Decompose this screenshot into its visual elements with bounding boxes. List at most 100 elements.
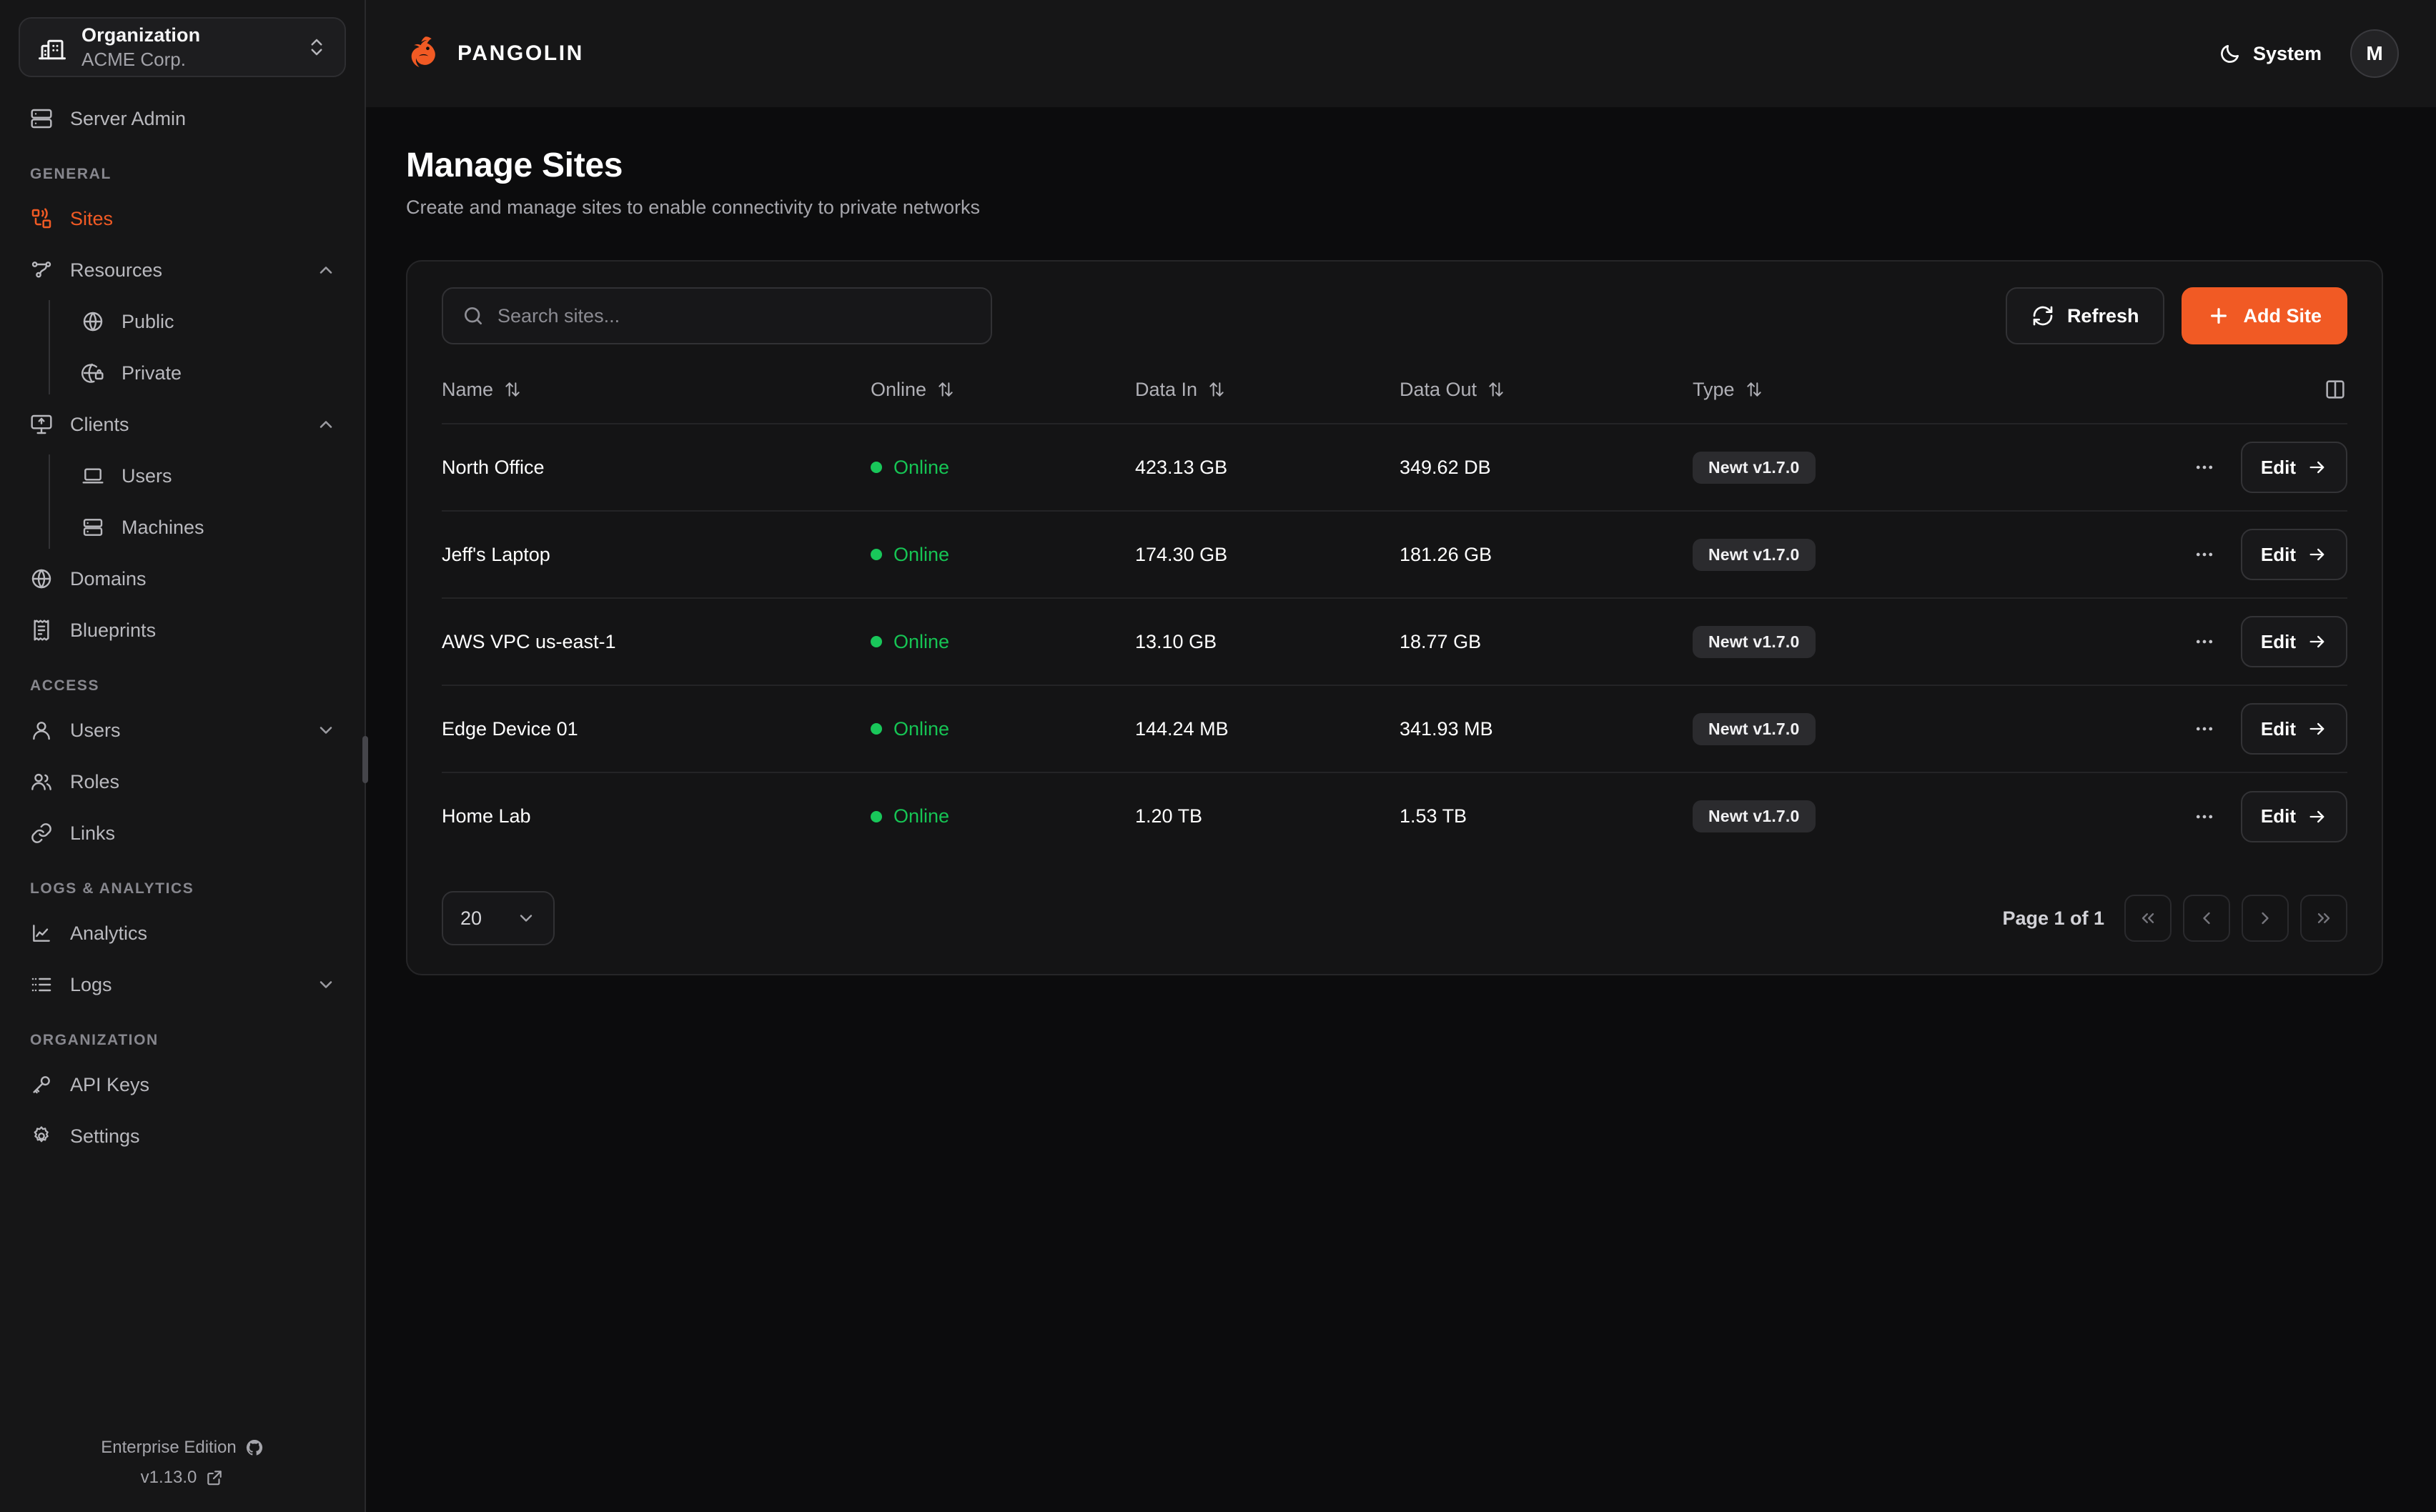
edit-label: Edit — [2260, 630, 2296, 652]
table-row[interactable]: Home Lab Online 1.20 TB 1.53 TB Newt v1.… — [442, 772, 2347, 860]
edition-line[interactable]: Enterprise Edition — [101, 1438, 263, 1458]
receipt-icon — [30, 619, 53, 642]
search-input[interactable] — [497, 304, 972, 327]
list-icon — [30, 973, 53, 996]
chevron-down-icon[interactable] — [316, 975, 336, 995]
sidebar-subgroup-resources: Public Private — [49, 296, 365, 399]
topbar-right: System M — [2219, 29, 2399, 78]
sidebar-item-analytics[interactable]: Analytics — [0, 907, 365, 959]
ellipsis-icon[interactable] — [2184, 447, 2225, 488]
cell-actions: Edit — [2036, 772, 2347, 860]
github-icon — [245, 1438, 264, 1457]
sidebar-item-public[interactable]: Public — [49, 296, 365, 347]
sidebar-item-private[interactable]: Private — [49, 347, 365, 399]
sidebar-item-server-admin[interactable]: Server Admin — [0, 93, 365, 144]
sidebar-item-api-keys[interactable]: API Keys — [0, 1059, 365, 1110]
sidebar-item-users[interactable]: Users — [0, 705, 365, 756]
card-toolbar: Refresh Add Site — [442, 287, 2347, 344]
sidebar-item-client-users[interactable]: Users — [49, 450, 365, 502]
org-name: ACME Corp. — [81, 48, 186, 70]
type-badge: Newt v1.7.0 — [1693, 451, 1816, 484]
sidebar-resize-handle[interactable] — [362, 736, 368, 783]
table-row[interactable]: Edge Device 01 Online 144.24 MB 341.93 M… — [442, 685, 2347, 772]
edition-label: Enterprise Edition — [101, 1438, 237, 1457]
cell-type: Newt v1.7.0 — [1693, 423, 2036, 511]
columns-icon[interactable] — [2036, 377, 2347, 402]
edit-button[interactable]: Edit — [2240, 616, 2347, 667]
ellipsis-icon[interactable] — [2184, 708, 2225, 750]
laptop-icon — [81, 464, 104, 487]
edit-button[interactable]: Edit — [2240, 703, 2347, 755]
sidebar-item-roles[interactable]: Roles — [0, 756, 365, 807]
pagination-buttons — [2124, 895, 2347, 942]
add-site-button[interactable]: Add Site — [2182, 287, 2347, 344]
cell-data-out: 349.62 DB — [1400, 423, 1693, 511]
sidebar-item-clients[interactable]: Clients — [0, 399, 365, 450]
cell-actions: Edit — [2036, 510, 2347, 598]
cell-actions: Edit — [2036, 685, 2347, 772]
brand[interactable]: PANGOLIN — [403, 33, 584, 74]
sidebar-item-domains[interactable]: Domains — [0, 553, 365, 605]
ellipsis-icon[interactable] — [2184, 534, 2225, 575]
sidebar-item-blueprints[interactable]: Blueprints — [0, 605, 365, 656]
table-row[interactable]: AWS VPC us-east-1 Online 13.10 GB 18.77 … — [442, 597, 2347, 685]
users-icon — [30, 770, 53, 793]
edit-button[interactable]: Edit — [2240, 442, 2347, 493]
column-header-name[interactable]: Name — [442, 377, 871, 424]
cell-online: Online — [871, 510, 1135, 598]
chevron-down-icon[interactable] — [316, 720, 336, 740]
edit-button[interactable]: Edit — [2240, 790, 2347, 842]
sidebar-item-logs[interactable]: Logs — [0, 959, 365, 1010]
table-row[interactable]: North Office Online 423.13 GB 349.62 DB … — [442, 423, 2347, 511]
sidebar-item-machines[interactable]: Machines — [49, 502, 365, 553]
column-header-data-in[interactable]: Data In — [1135, 377, 1400, 424]
page-size-select[interactable]: 20 — [442, 891, 555, 945]
refresh-button[interactable]: Refresh — [2005, 287, 2165, 344]
server-icon — [30, 107, 53, 130]
edit-label: Edit — [2260, 543, 2296, 565]
status-label: Online — [893, 543, 950, 565]
org-switcher[interactable]: Organization ACME Corp. — [19, 17, 346, 77]
sidebar-nav: Server Admin GENERAL Sites — [0, 77, 365, 1438]
page-info: Page 1 of 1 — [2002, 907, 2104, 929]
moon-icon — [2219, 42, 2242, 65]
column-header-online[interactable]: Online — [871, 377, 1135, 424]
sort-icon — [503, 380, 522, 399]
ellipsis-icon[interactable] — [2184, 621, 2225, 662]
cell-data-out: 341.93 MB — [1400, 685, 1693, 772]
cell-online: Online — [871, 597, 1135, 685]
sidebar-item-sites[interactable]: Sites — [0, 193, 365, 244]
column-label: Type — [1693, 378, 1735, 400]
prev-page-button[interactable] — [2183, 895, 2230, 942]
sidebar-item-settings[interactable]: Settings — [0, 1110, 365, 1162]
page-description: Create and manage sites to enable connec… — [406, 197, 980, 218]
add-site-label: Add Site — [2243, 304, 2322, 327]
cell-data-in: 423.13 GB — [1135, 423, 1400, 511]
theme-toggle[interactable]: System — [2219, 42, 2322, 65]
edit-button[interactable]: Edit — [2240, 529, 2347, 580]
chevron-up-icon[interactable] — [316, 414, 336, 434]
next-page-button[interactable] — [2242, 895, 2289, 942]
sidebar-item-links[interactable]: Links — [0, 807, 365, 859]
sidebar-item-label: Blueprints — [70, 619, 157, 641]
column-header-data-out[interactable]: Data Out — [1400, 377, 1693, 424]
server-icon — [81, 516, 104, 539]
first-page-button[interactable] — [2124, 895, 2172, 942]
sidebar-subgroup-clients: Users Machines — [49, 450, 365, 553]
external-link-icon — [205, 1468, 224, 1487]
ellipsis-icon[interactable] — [2184, 796, 2225, 837]
last-page-button[interactable] — [2300, 895, 2347, 942]
chevron-up-icon[interactable] — [316, 260, 336, 280]
table-row[interactable]: Jeff's Laptop Online 174.30 GB 181.26 GB… — [442, 510, 2347, 598]
sidebar-item-label: Resources — [70, 259, 163, 281]
column-header-type[interactable]: Type — [1693, 377, 2036, 424]
column-label: Data Out — [1400, 378, 1477, 400]
cell-actions: Edit — [2036, 597, 2347, 685]
sidebar-item-resources[interactable]: Resources — [0, 244, 365, 296]
avatar[interactable]: M — [2350, 29, 2399, 78]
cell-name: Edge Device 01 — [442, 685, 871, 772]
version-line[interactable]: v1.13.0 — [141, 1468, 224, 1488]
cell-actions: Edit — [2036, 423, 2347, 511]
search-box[interactable] — [442, 287, 992, 344]
